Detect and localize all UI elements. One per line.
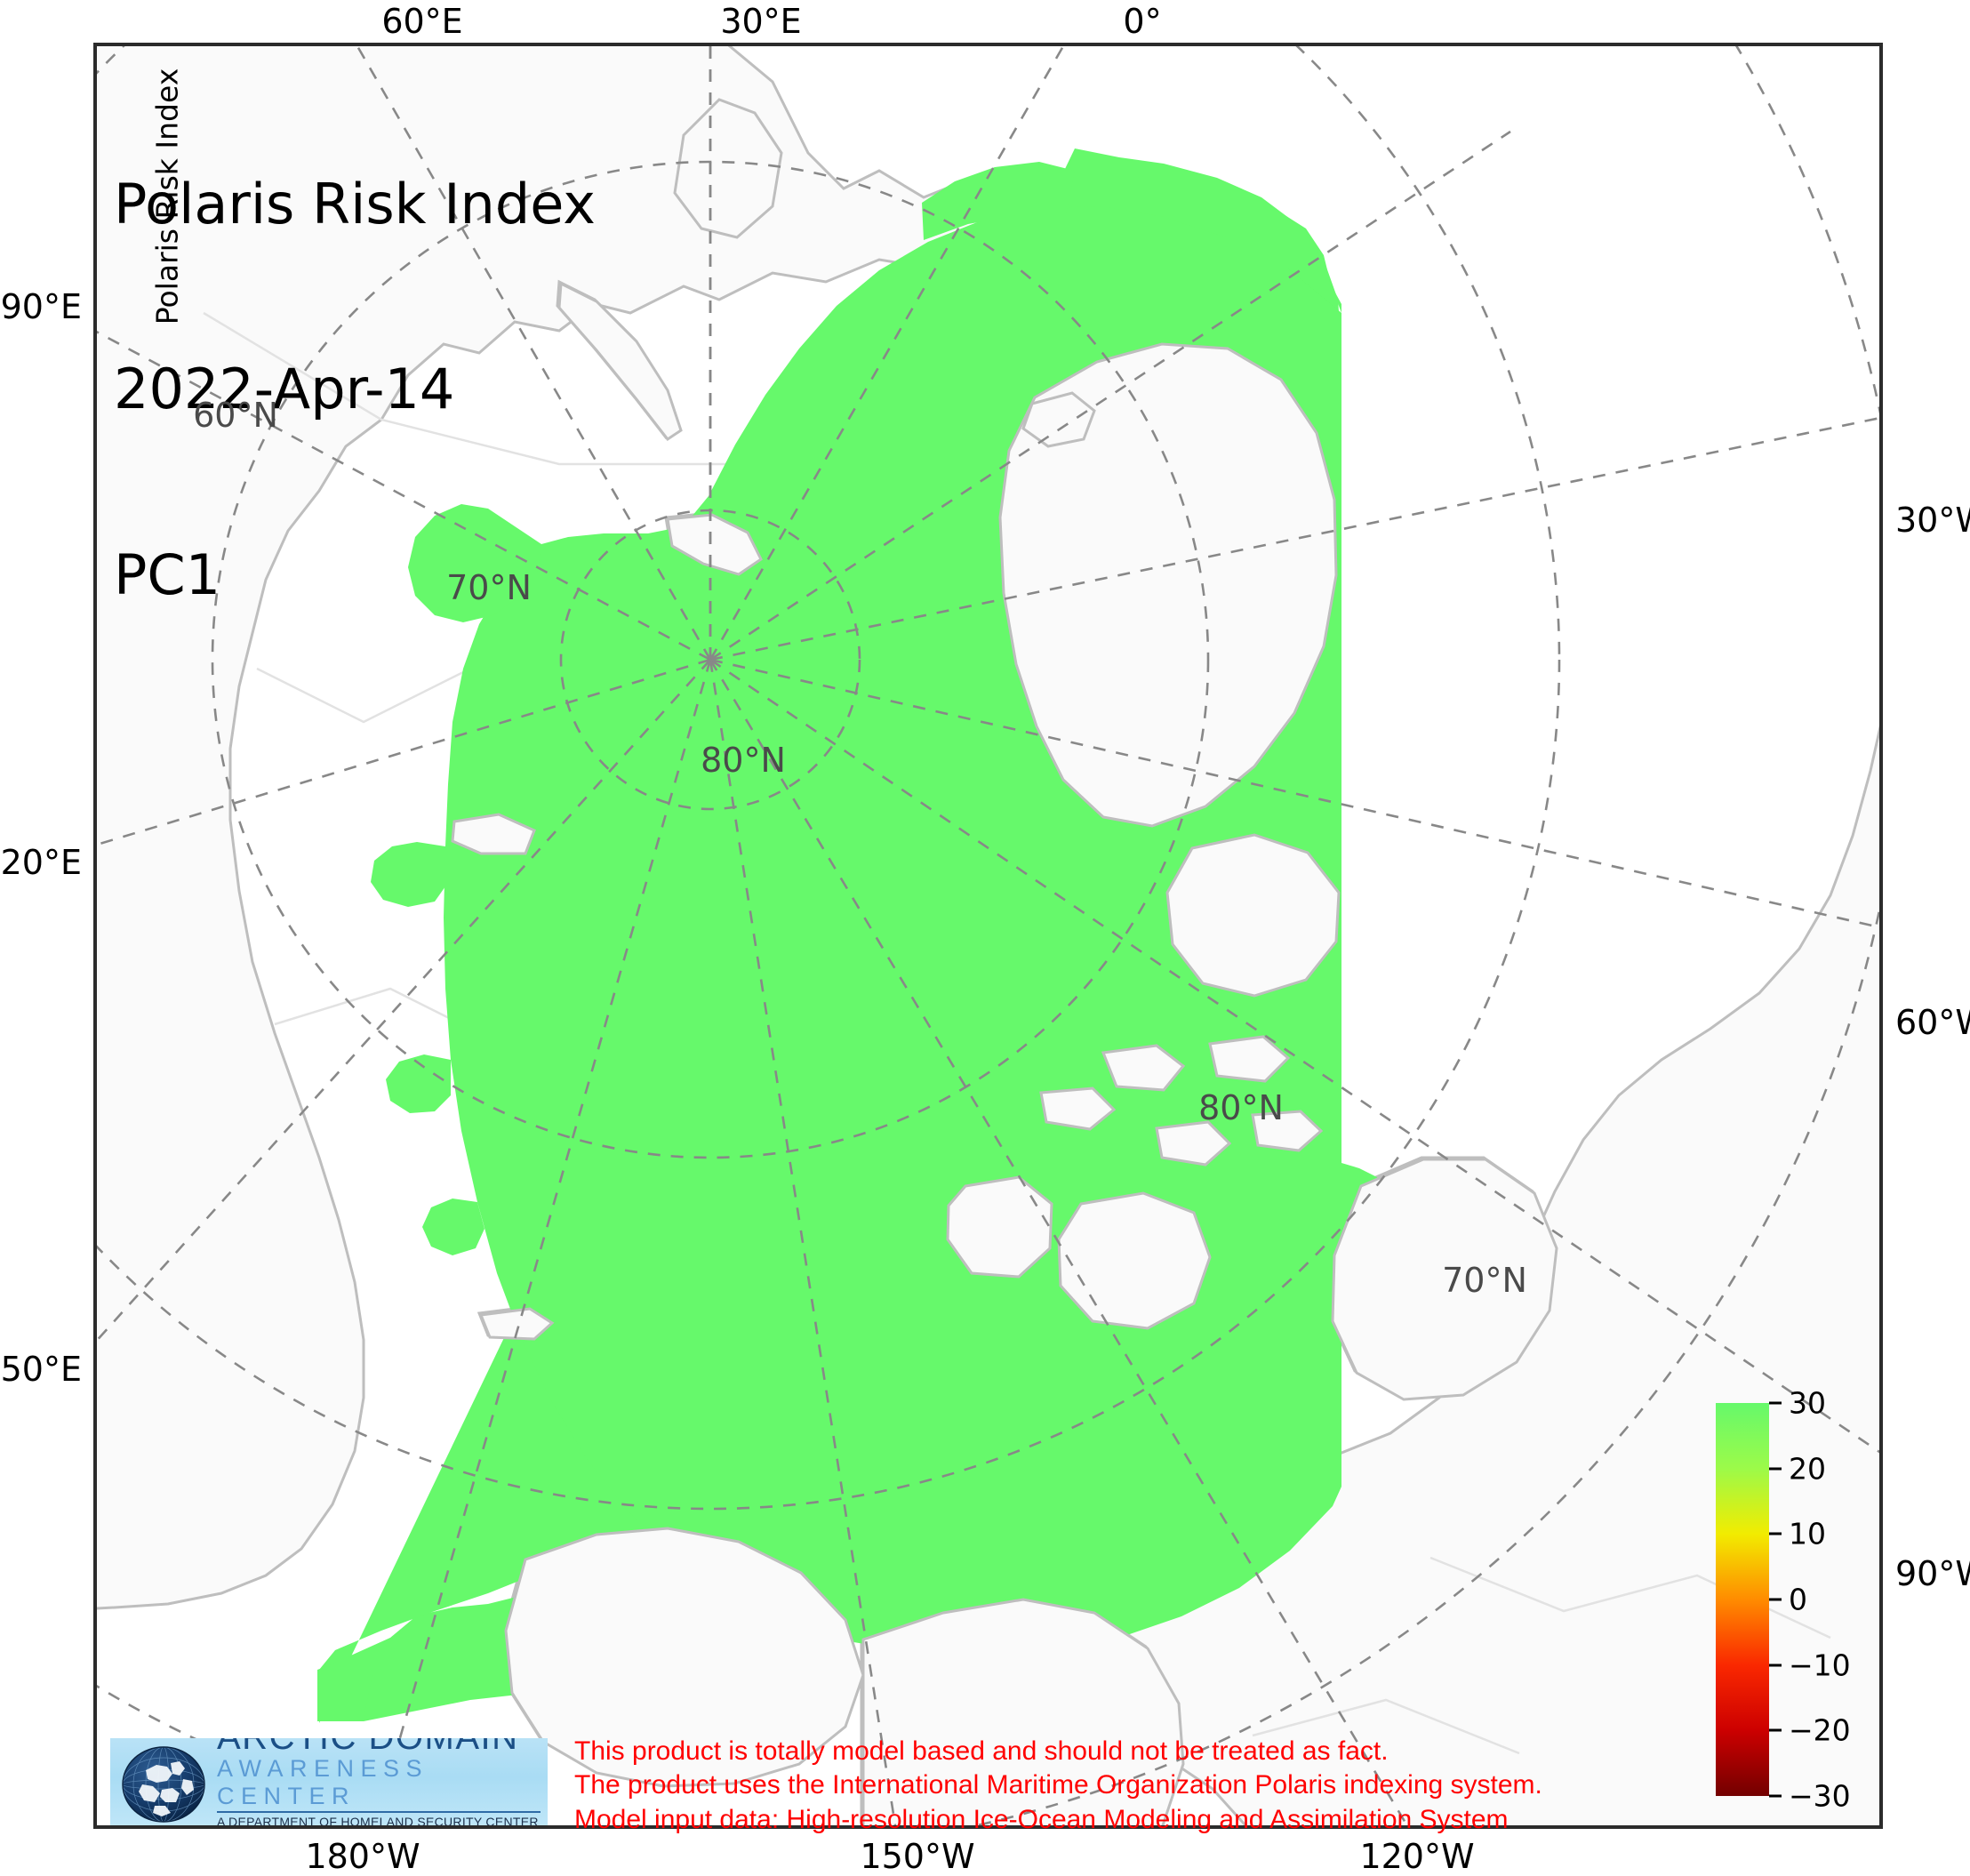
disclaimer-text: This product is totally model based and … (574, 1735, 1542, 1837)
tick-bottom-2: 120°W (1359, 1837, 1475, 1876)
colorbar-tick-mark-5 (1769, 1728, 1782, 1732)
tick-top-0: 60°E (381, 2, 463, 41)
tick-right-1: 60°W (1895, 1003, 1970, 1042)
colorbar-tick-label-1: 20 (1789, 1451, 1826, 1487)
page-title: Polaris Risk Index 2022-Apr-14 PC1 (114, 50, 596, 729)
parallel-60n (97, 46, 1561, 1511)
ice-field-chukchi-strip (422, 1199, 484, 1255)
tick-left-2: 150°E (0, 1350, 82, 1389)
logo-line-3: A DEPARTMENT OF HOMELAND SECURITY CENTER… (217, 1814, 539, 1825)
ice-field-chukchi-tail (319, 1638, 390, 1718)
nw-canada-overlay (861, 1598, 1185, 1825)
banks-overlay (946, 1175, 1053, 1279)
parallel-80n (559, 509, 861, 811)
logo-line-2: AWARENESS CENTER (217, 1755, 541, 1813)
colorbar-tick-mark-2 (1769, 1532, 1782, 1535)
tick-left-0: 90°E (0, 287, 82, 326)
tick-top-2: 0° (1123, 2, 1162, 41)
colorbar-tick-label-3: 0 (1789, 1582, 1807, 1617)
ellesmere-overlay (1165, 833, 1341, 998)
disclaimer-line-1: This product is totally model based and … (574, 1736, 1389, 1766)
logo-line-1: ARCTIC DOMAIN (217, 1738, 541, 1755)
ice-field-laptev-strip (371, 842, 445, 907)
svalbard-overlay (1021, 391, 1096, 448)
ice-field-barents-north (922, 162, 1075, 240)
globe-icon (122, 1746, 205, 1823)
disclaimer-line-3: Model input data: High-resolution Ice-Oc… (574, 1804, 1509, 1834)
graticule-meridians (97, 46, 1879, 1825)
archipelago-overlay-d (1155, 1120, 1232, 1166)
colorbar-tick-label-4: −10 (1789, 1648, 1851, 1683)
victoria-overlay (1057, 1191, 1212, 1330)
colorbar-tick-mark-3 (1769, 1598, 1782, 1601)
tick-top-1: 30°E (720, 2, 802, 41)
title-line-3: PC1 (114, 541, 221, 607)
colorbar-tick-label-0: 30 (1789, 1385, 1826, 1421)
colorbar-gradient (1716, 1403, 1769, 1796)
title-line-2: 2022-Apr-14 (114, 357, 455, 422)
alaska-overlay (504, 1527, 865, 1788)
colorbar[interactable]: 30 20 10 0 −10 −20 −30 (1716, 1386, 1851, 1814)
adac-logo[interactable]: ARCTIC DOMAIN AWARENESS CENTER A DEPARTM… (110, 1738, 548, 1825)
colorbar-tick-mark-1 (1769, 1467, 1782, 1471)
colorbar-tick-label-2: 10 (1789, 1516, 1826, 1551)
graticule-parallels (97, 46, 1879, 1825)
archipelago-overlay-b (1208, 1035, 1291, 1083)
colorbar-tick-mark-6 (1769, 1794, 1782, 1798)
new-siberian-overlay (451, 813, 536, 855)
colorbar-tick-label-6: −30 (1789, 1778, 1851, 1814)
archipelago-overlay-a (1101, 1044, 1186, 1092)
parallel-70n (211, 160, 1210, 1159)
map-clip (97, 46, 1879, 1825)
tick-bottom-1: 150°W (860, 1837, 975, 1876)
logo-text-block: ARCTIC DOMAIN AWARENESS CENTER A DEPARTM… (212, 1738, 548, 1825)
archipelago-overlay-c (1039, 1086, 1117, 1131)
ice-field-kara-arm (408, 504, 541, 622)
greenland-overlay (998, 342, 1338, 828)
landmass-overlay (451, 281, 1558, 1825)
tick-right-0: 30°W (1895, 501, 1970, 540)
tick-left-1: 120°E (0, 843, 82, 882)
tick-bottom-0: 180°W (305, 1837, 420, 1876)
colorbar-tick-mark-0 (1769, 1401, 1782, 1405)
severnaya-zemlya-overlay (666, 513, 763, 576)
novaya-zemlya-overlay (557, 281, 683, 442)
tick-right-2: 90°W (1895, 1554, 1970, 1593)
archipelago-overlay-e (1251, 1110, 1324, 1152)
scandinavia-landmass (673, 98, 783, 239)
ice-field-es-strip (386, 1054, 451, 1113)
disclaimer-line-2: The product uses the International Marit… (574, 1770, 1542, 1800)
wrangel-overlay (478, 1307, 555, 1341)
colorbar-tick-mark-4 (1769, 1664, 1782, 1667)
baffin-overlay (1331, 1158, 1558, 1401)
colorbar-tick-label-5: −20 (1789, 1712, 1851, 1748)
arctic-polar-map (97, 46, 1879, 1825)
map-axes[interactable] (93, 43, 1883, 1829)
title-line-1: Polaris Risk Index (114, 171, 596, 237)
colorbar-title: Polaris Risk Index (149, 68, 185, 325)
